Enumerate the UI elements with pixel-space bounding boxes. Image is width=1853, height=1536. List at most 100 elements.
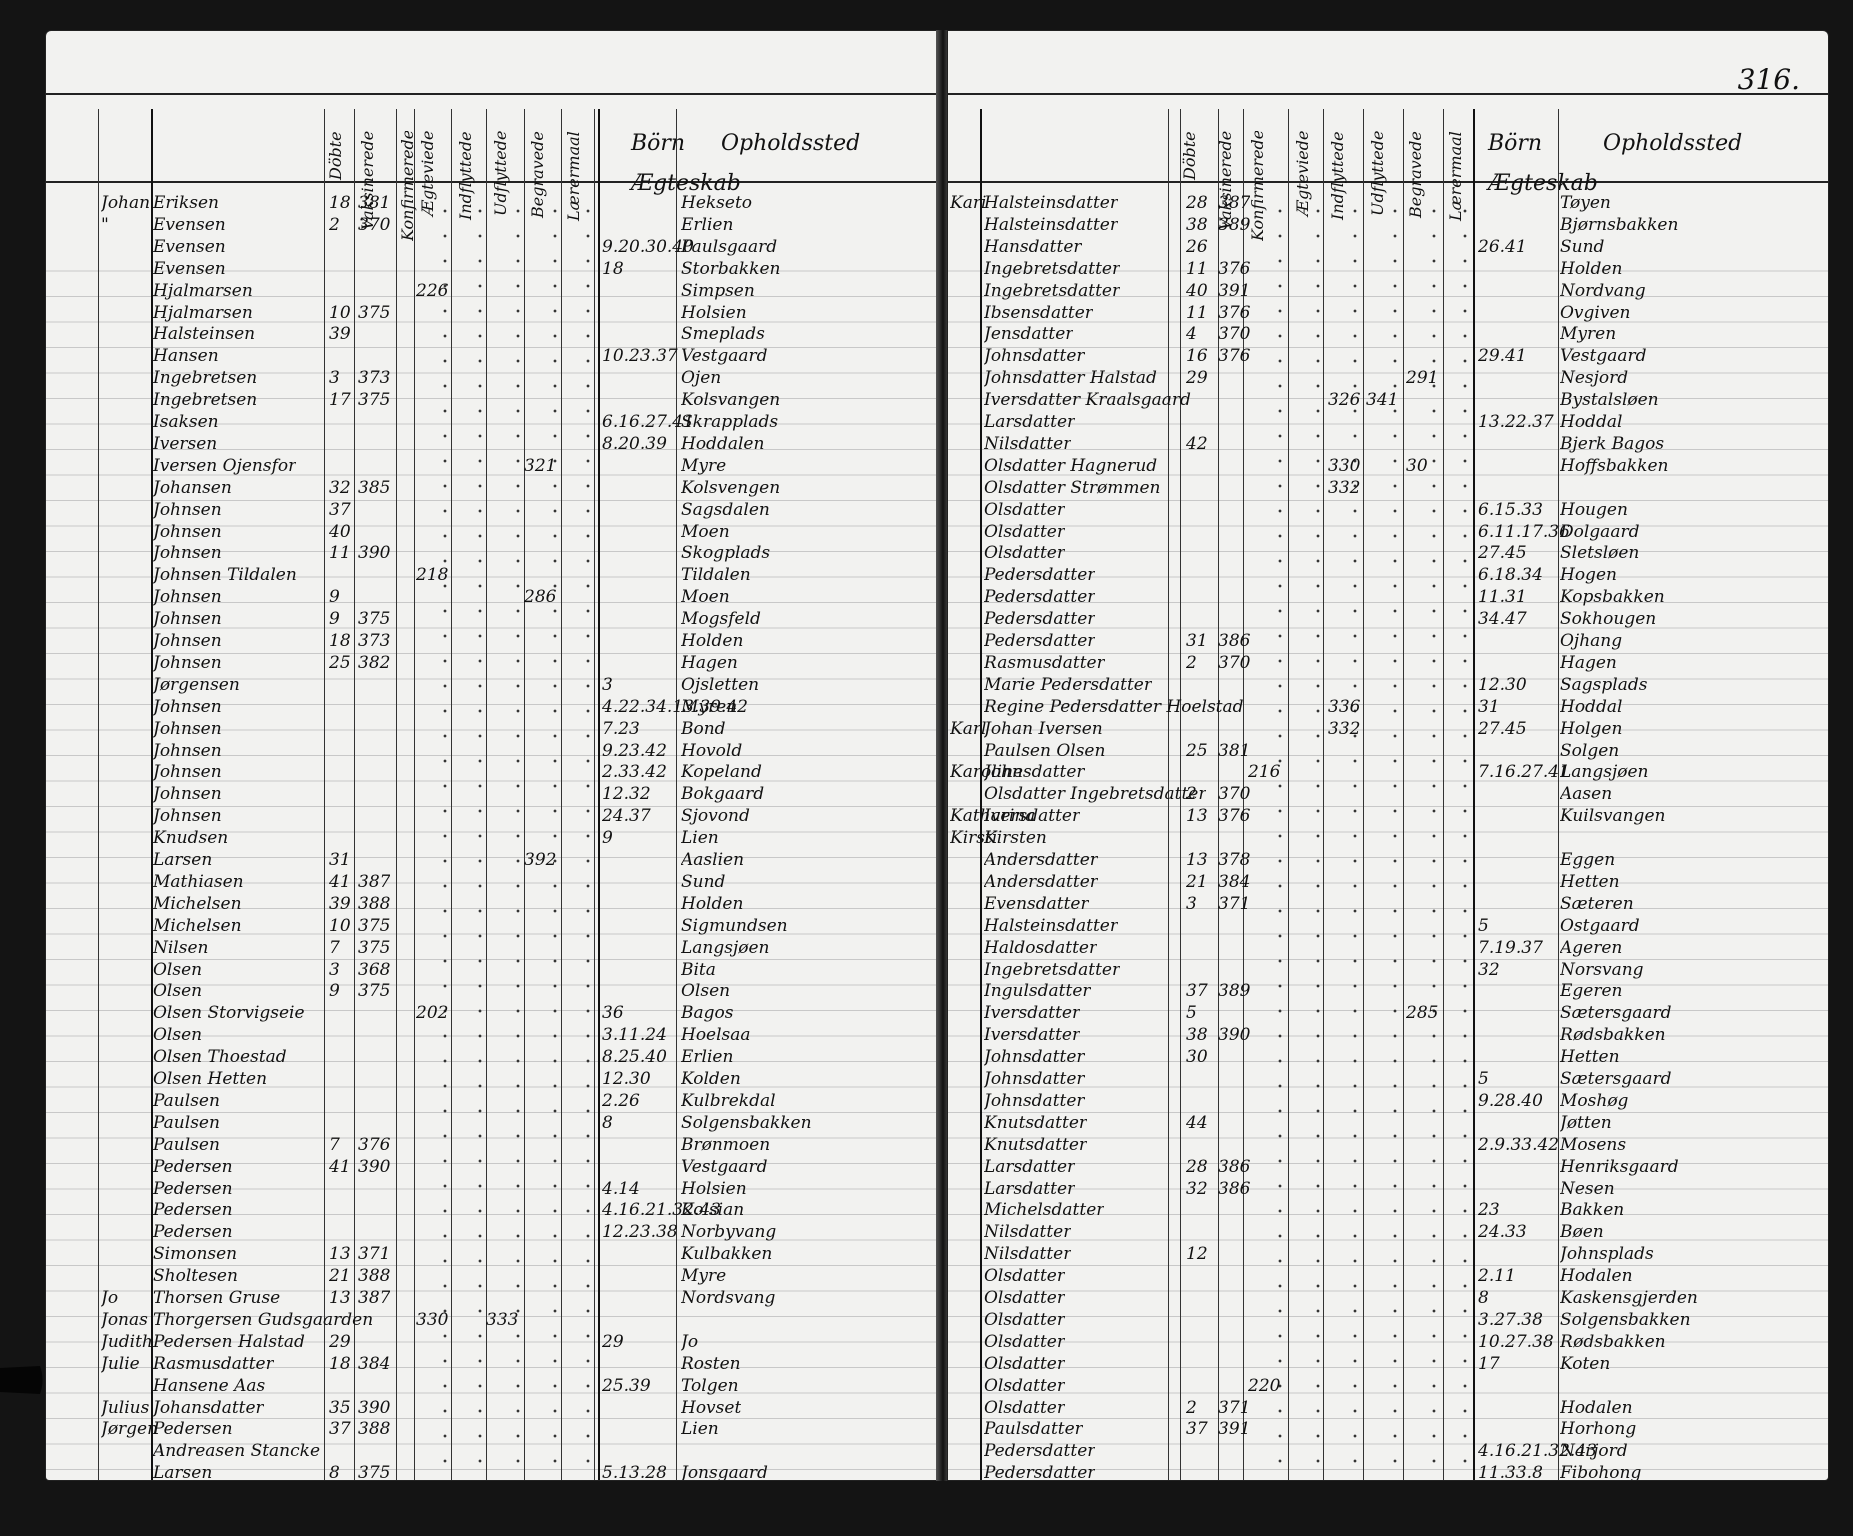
first-name: Jo [101, 1288, 119, 1308]
register-row: Nilsen 7 375 Langsjøen [46, 936, 939, 961]
baptism-number: 10 [329, 302, 351, 323]
surname: Knudsen [153, 828, 229, 849]
surname: Johnsdatter [984, 1090, 1085, 1111]
surname: Paulsen [153, 1090, 220, 1111]
residence-place: Hoddal [1560, 412, 1623, 432]
baptism-number: 31 [1186, 631, 1208, 651]
residence-place: Brønmoen [681, 1134, 771, 1155]
register-row: Ingebretsen 17 375 Kolsvangen [46, 388, 939, 413]
baptism-number: 3 [329, 368, 340, 389]
children-numbers: 12.30 [602, 1069, 651, 1089]
children-numbers: 11.33.8 [1478, 1463, 1543, 1481]
baptism-number: 37 [329, 1419, 351, 1440]
column-rule [1323, 109, 1324, 1480]
children-numbers: 5 [1478, 915, 1489, 936]
surname: Olsen Hetten [153, 1069, 268, 1089]
baptism-number: 8 [329, 1463, 340, 1481]
dotted-guide [553, 191, 557, 1480]
vaccination-number: 371 [358, 1244, 391, 1265]
vaccination-number: 382 [358, 652, 391, 673]
surname: Olsdatter Strømmen [984, 477, 1161, 498]
residence-place: Ovgiven [1560, 302, 1631, 323]
children-numbers: 27.45 [1478, 718, 1527, 739]
surname: Thorgersen Gudsgaarden [153, 1309, 374, 1330]
children-numbers: 7.19.37 [1478, 937, 1543, 958]
register-row: Olsen Storvigseie 202 36 Bagos [46, 1001, 939, 1026]
migration-number: 341 [1366, 390, 1399, 411]
migration-number: 330 [1328, 455, 1361, 476]
residence-place: Hougen [1560, 499, 1628, 520]
residence-place: Myre [681, 455, 727, 476]
register-row: Jørgensen 3 Ojsletten [46, 673, 939, 698]
register-row: Iversen Ojensfor 321 Myre [46, 454, 939, 479]
residence-place: Solgen [1560, 740, 1620, 761]
vaccination-number: 370 [358, 214, 391, 235]
surname: Iversdatter [984, 806, 1081, 827]
children-numbers: 2.26 [602, 1090, 640, 1111]
column-rule [396, 109, 397, 1480]
vaccination-number: 370 [1218, 784, 1251, 805]
register-row: Isaksen 6.16.27.41 Skrapplads [46, 410, 939, 435]
baptism-number: 9 [329, 587, 340, 608]
first-name: Kirsti [950, 828, 998, 849]
residence-place: Tildalen [681, 565, 751, 586]
children-numbers: 9 [602, 828, 613, 849]
vaccination-number: 381 [358, 193, 391, 213]
vaccination-number: 386 [1218, 631, 1251, 651]
first-name: " [101, 214, 109, 235]
dotted-guide [1393, 191, 1397, 1480]
baptism-number: 17 [329, 390, 351, 411]
baptism-number: 28 [1186, 193, 1208, 213]
children-numbers: 2.9.33.42 [1478, 1134, 1560, 1155]
register-row: Pedersdatter 11.31 Kopsbakken [948, 585, 1828, 610]
column-rule [1558, 109, 1559, 1480]
surname: Olsdatter [984, 1331, 1065, 1352]
first-name: Karl [950, 718, 987, 739]
register-row: Olsdatter 8 Kaskensgjerden [948, 1286, 1828, 1311]
burial-number: 321 [524, 455, 557, 476]
surname: Ingebretsen [153, 368, 258, 389]
register-row: Olsdatter Hagnerud 330 30 Hoffsbakken [948, 454, 1828, 479]
residence-place: Fibohong [1560, 1463, 1642, 1481]
vaccination-number: 373 [358, 368, 391, 389]
column-rule [598, 109, 600, 1480]
column-rule [414, 109, 415, 1480]
header-bottom-rule [948, 181, 1828, 183]
column-rule [524, 109, 525, 1480]
surname: Johansen [153, 477, 232, 498]
ruled-lines [46, 246, 939, 1480]
surname: Hjalmarsen [153, 302, 253, 323]
first-name: Judith [101, 1331, 153, 1352]
vaccination-number: 390 [358, 1397, 391, 1418]
register-row: Olsdatter 2.11 Hodalen [948, 1264, 1828, 1289]
surname: Johnsdatter [984, 1069, 1085, 1089]
vaccination-number: 390 [1218, 1025, 1251, 1046]
column-rule [151, 109, 153, 1480]
left-page: Börn Ægteskab Opholdssted Döbte Vaksinere… [45, 30, 940, 1481]
vaccination-number: 381 [1218, 740, 1251, 761]
residence-place: Paulsgaard [681, 236, 778, 257]
surname: Johansdatter [153, 1397, 264, 1418]
residence-place: Holden [681, 893, 744, 914]
burial-number: 30 [1406, 455, 1428, 476]
surname: Pedersdatter [984, 587, 1096, 608]
column-rule [561, 109, 562, 1480]
register-row: Johnsen 11 390 Skogplads [46, 541, 939, 566]
surname: Halsteinsen [153, 324, 256, 345]
register-row: Jo Thorsen Gruse 13 387 Nordsvang [46, 1286, 939, 1311]
residence-place: Holsien [681, 1178, 747, 1199]
register-row: Knutsdatter 2.9.33.42 Mosens [948, 1133, 1828, 1158]
vaccination-number: 388 [358, 893, 391, 914]
register-row: Johnsen 12.32 Bokgaard [46, 782, 939, 807]
children-numbers: 18 [602, 258, 624, 279]
residence-place: Kopeland [681, 762, 762, 783]
residence-place: Sagsdalen [681, 499, 770, 520]
residence-header: Opholdssted [1603, 131, 1743, 156]
children-numbers: 10.23.37 [602, 346, 678, 367]
column-rule [980, 109, 982, 1480]
surname: Nilsdatter [984, 1222, 1072, 1243]
header-bottom-rule [46, 181, 939, 183]
register-row: Michelsdatter 23 Bakken [948, 1198, 1828, 1223]
surname: Paulsen [153, 1112, 220, 1133]
register-row: Pedersen 4.16.21.32.43 Kolsian [46, 1198, 939, 1223]
